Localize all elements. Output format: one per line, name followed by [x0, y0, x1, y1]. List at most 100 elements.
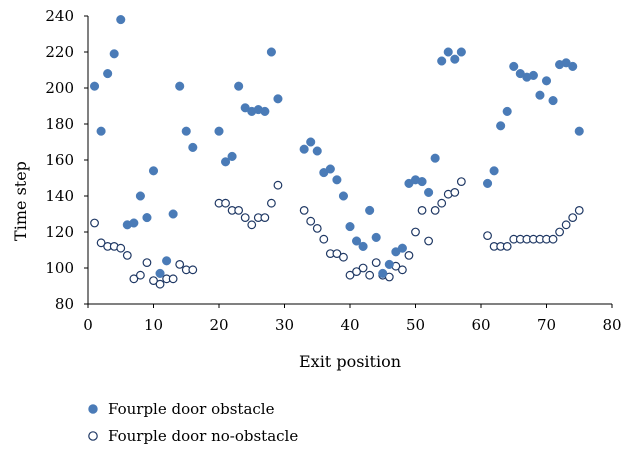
point-obstacle — [103, 69, 113, 79]
point-obstacle — [135, 191, 145, 201]
point-no-obstacle — [456, 177, 466, 187]
point-no-obstacle — [142, 258, 152, 268]
point-obstacle — [96, 126, 106, 136]
point-obstacle — [483, 178, 493, 188]
point-obstacle — [155, 268, 165, 278]
point-obstacle — [332, 175, 342, 185]
point-obstacle — [148, 166, 159, 176]
point-no-obstacle — [96, 238, 106, 248]
point-no-obstacle — [437, 198, 447, 208]
point-no-obstacle — [561, 220, 571, 230]
point-obstacle — [489, 166, 499, 176]
x-tick-labels: 0 10 20 30 40 50 60 70 80 — [83, 304, 622, 334]
point-obstacle — [234, 81, 244, 91]
y-tick-labels: 80 100 120 140 160 180 200 220 240 — [45, 7, 88, 313]
x-tick-label: 80 — [602, 316, 621, 334]
point-no-obstacle — [365, 270, 375, 280]
point-no-obstacle — [555, 227, 564, 237]
point-no-obstacle — [175, 260, 185, 269]
point-no-obstacle — [411, 227, 420, 237]
point-no-obstacle — [568, 213, 578, 223]
point-obstacle — [266, 47, 276, 57]
point-no-obstacle — [247, 220, 257, 230]
point-obstacle — [338, 191, 349, 201]
legend-label-obstacle: Fourple door obstacle — [108, 400, 275, 418]
point-obstacle — [568, 61, 578, 71]
point-obstacle — [365, 205, 375, 215]
point-obstacle — [162, 256, 172, 266]
point-no-obstacle — [306, 216, 316, 226]
point-no-obstacle — [299, 205, 309, 215]
point-obstacle — [397, 243, 407, 253]
x-tick-label: 20 — [209, 316, 228, 334]
legend-marker-no-obstacle — [88, 431, 98, 441]
point-no-obstacle — [168, 274, 178, 284]
y-tick-label: 140 — [45, 187, 74, 205]
point-obstacle — [129, 218, 139, 228]
point-obstacle — [358, 241, 368, 251]
point-no-obstacle — [404, 250, 414, 260]
point-obstacle — [90, 81, 100, 91]
point-obstacle — [437, 56, 447, 66]
point-obstacle — [188, 142, 198, 152]
point-no-obstacle — [240, 213, 250, 223]
point-obstacle — [345, 222, 355, 232]
point-no-obstacle — [398, 265, 407, 275]
point-no-obstacle — [548, 234, 558, 244]
point-no-obstacle — [450, 187, 460, 197]
y-tick-label: 200 — [45, 79, 74, 97]
point-obstacle — [109, 49, 119, 59]
point-obstacle — [541, 76, 552, 86]
point-obstacle — [325, 164, 335, 174]
point-no-obstacle — [483, 231, 492, 241]
y-axis-title: Time step — [11, 161, 30, 241]
point-obstacle — [502, 106, 512, 116]
point-no-obstacle — [345, 270, 355, 280]
point-no-obstacle — [352, 267, 361, 277]
point-obstacle — [352, 236, 362, 246]
point-obstacle — [312, 146, 322, 156]
legend-label-no-obstacle: Fourple door no-obstacle — [108, 427, 298, 445]
x-tick-label: 50 — [406, 316, 425, 334]
x-tick-label: 40 — [340, 316, 359, 334]
y-tick-label: 240 — [45, 7, 74, 25]
point-obstacle — [456, 47, 466, 57]
legend-marker-obstacle — [88, 404, 98, 414]
point-no-obstacle — [339, 252, 348, 262]
x-tick-label: 70 — [537, 316, 556, 334]
point-no-obstacle — [417, 205, 427, 215]
x-tick-label: 10 — [144, 316, 163, 334]
point-no-obstacle — [234, 205, 244, 215]
point-obstacle — [227, 151, 237, 161]
y-tick-label: 160 — [45, 151, 74, 169]
point-obstacle — [181, 126, 191, 136]
point-obstacle — [175, 81, 185, 91]
point-obstacle — [371, 232, 381, 242]
point-no-obstacle — [502, 241, 512, 251]
point-no-obstacle — [122, 250, 132, 260]
point-no-obstacle — [129, 274, 139, 284]
x-tick-label: 60 — [471, 316, 490, 334]
point-obstacle — [221, 157, 231, 167]
y-tick-label: 220 — [45, 43, 74, 61]
point-no-obstacle — [267, 198, 276, 208]
point-obstacle — [417, 177, 427, 187]
x-tick-label: 30 — [275, 316, 294, 334]
point-no-obstacle — [149, 276, 158, 286]
point-obstacle — [535, 90, 545, 100]
data-points — [90, 15, 584, 289]
point-obstacle — [273, 94, 283, 104]
point-obstacle — [214, 126, 224, 136]
point-obstacle — [548, 96, 558, 106]
point-no-obstacle — [430, 205, 440, 215]
point-obstacle — [509, 61, 519, 71]
point-no-obstacle — [90, 218, 99, 228]
point-obstacle — [306, 137, 316, 147]
point-no-obstacle — [312, 223, 322, 233]
point-no-obstacle — [273, 180, 283, 190]
point-obstacle — [142, 213, 152, 223]
point-no-obstacle — [221, 198, 230, 208]
y-tick-label: 180 — [45, 115, 74, 133]
y-tick-label: 100 — [45, 259, 74, 277]
